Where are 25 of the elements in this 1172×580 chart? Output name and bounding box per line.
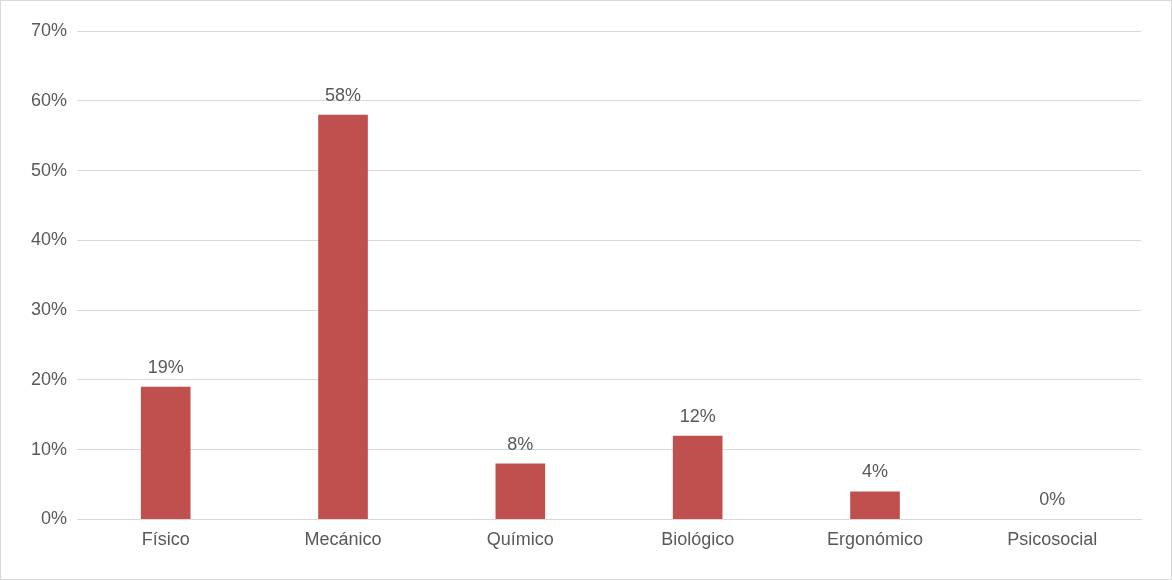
data-label: 0% [1039,489,1066,510]
x-tick-label: Biológico [661,529,735,550]
data-label: 19% [147,356,184,377]
y-tick-label: 30% [31,299,68,320]
x-tick-label: Psicosocial [1007,529,1098,550]
y-tick-label: 40% [31,229,68,250]
data-label: 12% [679,405,716,426]
data-label: 58% [325,84,362,105]
x-tick-label: Físico [141,529,190,550]
bar [672,435,723,519]
data-label: 8% [507,433,534,454]
bar [140,386,191,519]
y-tick-label: 50% [31,159,68,180]
y-tick-label: 0% [41,508,68,529]
y-tick-label: 60% [31,89,68,110]
y-tick-label: 70% [31,19,68,40]
data-label: 4% [862,461,889,482]
x-tick-label: Ergonómico [826,529,924,550]
x-tick-label: Mecánico [304,529,382,550]
bar [495,463,546,519]
bar [850,491,900,519]
x-tick-label: Químico [486,529,554,550]
y-tick-label: 20% [31,368,68,389]
bar [318,114,368,519]
y-tick-label: 10% [31,438,68,459]
